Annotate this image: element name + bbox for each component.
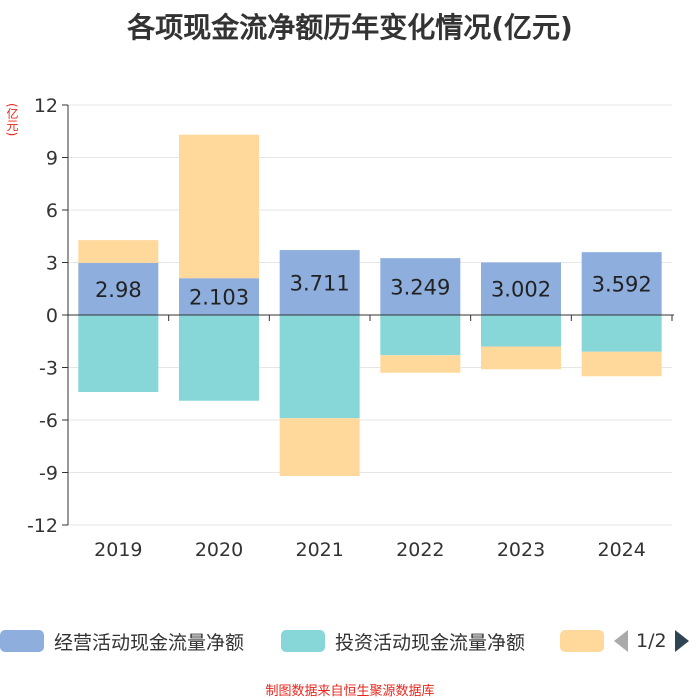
- data-source-note: 制图数据来自恒生聚源数据库: [265, 684, 435, 699]
- legend-prev-page-icon[interactable]: [614, 630, 628, 652]
- y-tick-label: -3: [39, 358, 58, 380]
- y-tick-label: 12: [34, 95, 58, 117]
- y-tick-label: 0: [46, 305, 58, 327]
- y-tick-label: 6: [46, 200, 58, 222]
- legend-pager: 1/2: [614, 626, 689, 656]
- legend-item-operating-cash-flow[interactable]: 经营活动现金流量净额: [0, 626, 244, 656]
- bar-operating-2020: [179, 278, 259, 315]
- legend-item-investing-cash-flow[interactable]: 投资活动现金流量净额: [281, 626, 525, 656]
- legend-page-indicator: 1/2: [636, 630, 667, 652]
- bar-financing-2021: [279, 418, 360, 476]
- bar-investing-2021: [279, 315, 360, 419]
- data-label: 3.711: [290, 272, 350, 296]
- chart-title: 各项现金流净额历年变化情况(亿元): [127, 11, 573, 44]
- legend-label-investing: 投资活动现金流量净额: [335, 631, 526, 654]
- legend-swatch-operating: [0, 630, 44, 652]
- bar-investing-2020: [179, 315, 259, 401]
- bar-operating-2024: [581, 252, 662, 315]
- legend-label-operating: 经营活动现金流量净额: [54, 631, 245, 654]
- bar-investing-2022: [380, 315, 461, 356]
- legend-swatch-financing: [560, 630, 604, 652]
- legend-swatch-investing: [281, 630, 325, 652]
- bar-investing-2023: [481, 315, 561, 347]
- y-tick-label: -12: [27, 515, 58, 537]
- x-tick-label: 2024: [597, 539, 645, 561]
- bar-investing-2024: [581, 315, 662, 352]
- bar-operating-2022: [380, 258, 461, 315]
- bar-financing-2024: [581, 351, 662, 377]
- bar-operating-2019: [78, 262, 159, 315]
- y-tick-label: -6: [39, 410, 58, 432]
- x-tick-label: 2021: [295, 539, 343, 561]
- data-label: 2.103: [189, 286, 249, 310]
- data-label: 3.002: [491, 278, 551, 302]
- y-tick-label: 9: [46, 148, 58, 170]
- bar-operating-2023: [481, 262, 561, 315]
- legend-item-financing-cash-flow[interactable]: [560, 626, 614, 656]
- y-tick-label: -9: [39, 463, 58, 485]
- legend: 经营活动现金流量净额 投资活动现金流量净额 1/2: [0, 626, 700, 656]
- x-tick-label: 2022: [396, 539, 444, 561]
- bar-financing-2020: [179, 134, 259, 279]
- legend-next-page-icon[interactable]: [674, 630, 689, 652]
- data-label: 2.98: [95, 278, 142, 302]
- bar-financing-2023: [481, 346, 561, 370]
- data-label: 3.592: [592, 273, 652, 297]
- x-tick-label: 2023: [497, 539, 545, 561]
- data-label: 3.249: [390, 276, 450, 300]
- bar-investing-2019: [78, 315, 159, 392]
- y-axis-unit-label: (亿元): [5, 103, 19, 137]
- x-tick-label: 2019: [94, 539, 142, 561]
- x-tick-label: 2020: [195, 539, 243, 561]
- y-tick-label: 3: [46, 253, 58, 275]
- bar-financing-2019: [78, 240, 159, 263]
- bar-financing-2022: [380, 355, 461, 373]
- bar-operating-2021: [279, 250, 360, 315]
